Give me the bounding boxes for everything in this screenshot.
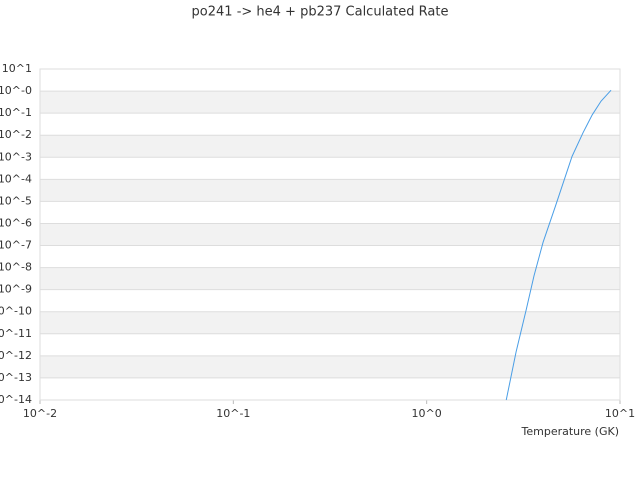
y-tick-label: 10^-4	[0, 172, 32, 185]
plot-frame	[39, 68, 621, 401]
grid-band	[40, 135, 620, 158]
grid-band	[40, 355, 620, 378]
y-tick-label: 10^-8	[0, 261, 32, 274]
chart-title: po241 -> he4 + pb237 Calculated Rate	[192, 5, 449, 20]
y-tick-label: 10^-7	[0, 239, 32, 252]
grid-band	[40, 267, 620, 290]
x-axis-label: Temperature (GK)	[521, 425, 620, 438]
y-tick-label: 10^-11	[0, 327, 32, 340]
x-tick-label: 10^-2	[23, 407, 57, 420]
y-tick-label: 10^-9	[0, 283, 32, 296]
y-tick-label: 10^-1	[0, 106, 32, 119]
grid-band	[40, 311, 620, 334]
y-tick-label: 10^-14	[0, 393, 32, 406]
y-tick-label: 10^-3	[0, 150, 32, 163]
y-tick-label: 10^-5	[0, 194, 32, 207]
y-tick-label: 10^-10	[0, 305, 32, 318]
y-tick-label: 10^-13	[0, 371, 32, 384]
y-tick-label: 10^-2	[0, 128, 32, 141]
grid-band	[40, 223, 620, 246]
series-line	[505, 89, 612, 401]
y-tick-label: 10^-12	[0, 349, 32, 362]
grid-band	[40, 91, 620, 114]
x-tick-label: 10^-1	[216, 407, 250, 420]
y-tick-label: 10^1	[2, 62, 32, 75]
y-tick-label: 10^-6	[0, 216, 32, 229]
x-tick-label: 10^0	[412, 407, 442, 420]
x-tick-label: 10^1	[605, 407, 635, 420]
y-tick-label: 10^-0	[0, 84, 32, 97]
grid-band	[40, 179, 620, 202]
